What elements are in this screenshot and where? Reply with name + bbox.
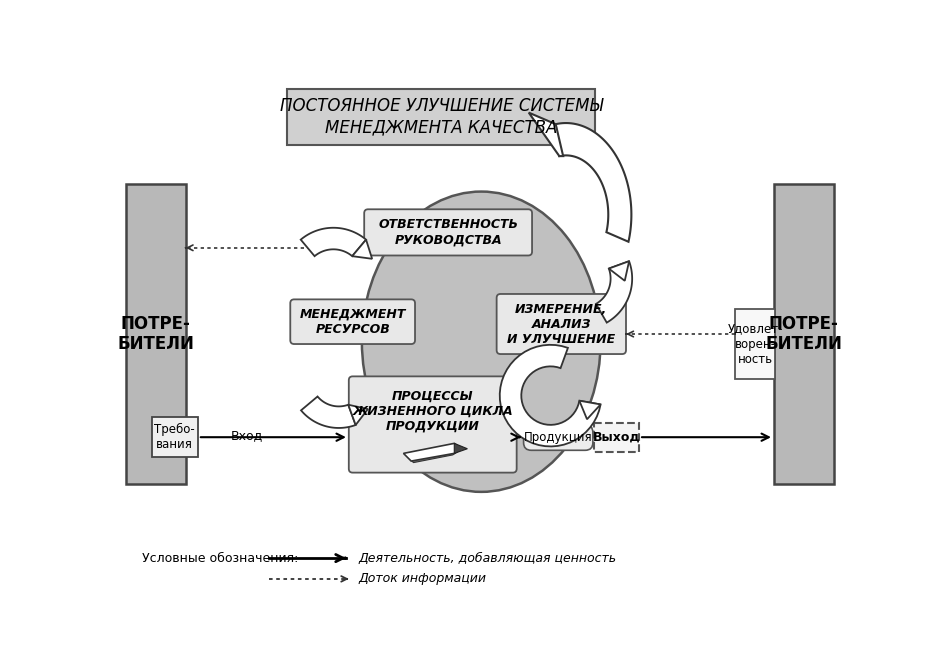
Text: Деятельность, добавляющая ценность: Деятельность, добавляющая ценность bbox=[358, 551, 616, 565]
Polygon shape bbox=[608, 261, 629, 281]
Bar bbox=[774, 184, 834, 484]
Text: Требо-
вания: Требо- вания bbox=[154, 423, 195, 452]
Text: Удовлет-
ворен-
ность: Удовлет- ворен- ность bbox=[727, 322, 783, 366]
Bar bbox=[594, 422, 639, 452]
Polygon shape bbox=[529, 113, 563, 156]
Text: ОТВЕТСТВЕННОСТЬ
РУКОВОДСТВА: ОТВЕТСТВЕННОСТЬ РУКОВОДСТВА bbox=[378, 218, 519, 246]
Polygon shape bbox=[454, 444, 467, 454]
Text: ПОТРЕ-
БИТЕЛИ: ПОТРЕ- БИТЕЛИ bbox=[766, 314, 842, 354]
Polygon shape bbox=[300, 228, 366, 256]
FancyBboxPatch shape bbox=[523, 425, 592, 450]
Polygon shape bbox=[301, 396, 356, 428]
Bar bbox=[152, 417, 197, 458]
Text: ПОТРЕ-
БИТЕЛИ: ПОТРЕ- БИТЕЛИ bbox=[117, 314, 194, 354]
Polygon shape bbox=[352, 240, 373, 259]
Polygon shape bbox=[579, 401, 601, 420]
Polygon shape bbox=[596, 261, 632, 322]
Text: Доток информации: Доток информации bbox=[358, 572, 486, 585]
Bar bbox=[287, 89, 595, 145]
Polygon shape bbox=[556, 123, 632, 242]
FancyBboxPatch shape bbox=[497, 294, 626, 354]
Polygon shape bbox=[403, 444, 462, 461]
Polygon shape bbox=[348, 405, 368, 425]
Polygon shape bbox=[406, 446, 460, 463]
Text: МЕНЕДЖМЕНТ
РЕСУРСОВ: МЕНЕДЖМЕНТ РЕСУРСОВ bbox=[300, 308, 406, 336]
Text: ПРОЦЕССЫ
ЖИЗНЕННОГО ЦИКЛА
ПРОДУКЦИИ: ПРОЦЕССЫ ЖИЗНЕННОГО ЦИКЛА ПРОДУКЦИИ bbox=[353, 390, 513, 432]
Bar bbox=[736, 310, 775, 379]
Text: Выход: Выход bbox=[592, 431, 640, 444]
FancyBboxPatch shape bbox=[364, 209, 532, 256]
Text: ПОСТОЯННОЕ УЛУЧШЕНИЕ СИСТЕМЫ
МЕНЕДЖМЕНТА КАЧЕСТВА: ПОСТОЯННОЕ УЛУЧШЕНИЕ СИСТЕМЫ МЕНЕДЖМЕНТА… bbox=[280, 97, 603, 137]
Text: Условные обозначения:: Условные обозначения: bbox=[142, 551, 299, 565]
Text: Вход: Вход bbox=[230, 429, 262, 442]
Polygon shape bbox=[500, 345, 601, 446]
FancyBboxPatch shape bbox=[349, 376, 517, 473]
Text: Продукция: Продукция bbox=[524, 431, 592, 444]
Ellipse shape bbox=[362, 192, 601, 492]
Bar bbox=[125, 184, 185, 484]
Text: ИЗМЕРЕНИЕ,
АНАЛИЗ
И УЛУЧШЕНИЕ: ИЗМЕРЕНИЕ, АНАЛИЗ И УЛУЧШЕНИЕ bbox=[507, 302, 615, 346]
FancyBboxPatch shape bbox=[290, 300, 415, 344]
